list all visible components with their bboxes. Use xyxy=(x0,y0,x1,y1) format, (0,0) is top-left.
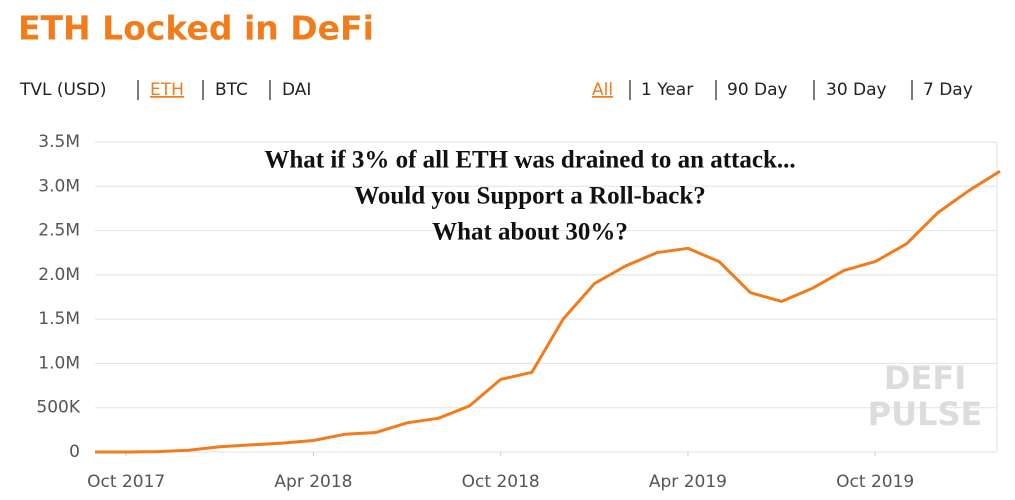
page-title: ETH Locked in DeFi xyxy=(18,9,374,48)
unit-tab[interactable]: DAI xyxy=(282,80,311,100)
y-tick-label: 2.5M xyxy=(38,221,80,241)
annotation: What if 3% of all ETH was drained to an … xyxy=(264,147,795,174)
x-tick-label: Apr 2019 xyxy=(649,472,727,492)
watermark: PULSE xyxy=(868,395,983,433)
x-tick-label: Oct 2017 xyxy=(87,472,165,492)
x-tick-label: Oct 2019 xyxy=(836,472,914,492)
unit-tab[interactable]: ETH xyxy=(150,80,184,100)
range-tab[interactable]: All xyxy=(592,80,613,100)
y-tick-label: 3.0M xyxy=(38,176,80,196)
x-tick-label: Oct 2018 xyxy=(462,472,540,492)
y-tick-label: 0 xyxy=(69,442,80,462)
y-tick-label: 3.5M xyxy=(38,132,80,152)
range-tab[interactable]: 7 Day xyxy=(923,80,973,100)
annotation: What about 30%? xyxy=(432,219,628,246)
y-tick-label: 2.0M xyxy=(38,265,80,285)
y-tick-label: 1.5M xyxy=(38,309,80,329)
range-tab[interactable]: 1 Year xyxy=(641,80,693,100)
range-tab[interactable]: 90 Day xyxy=(727,80,788,100)
watermark: DEFI xyxy=(884,359,966,397)
x-tick-label: Apr 2018 xyxy=(274,472,352,492)
line xyxy=(95,169,1001,454)
unit-tab[interactable]: TVL (USD) xyxy=(19,80,106,100)
y-tick-label: 1.0M xyxy=(38,353,80,373)
unit-tab[interactable]: BTC xyxy=(215,80,248,100)
range-tab[interactable]: 30 Day xyxy=(826,80,887,100)
annotation: Would you Support a Roll-back? xyxy=(354,183,706,210)
y-tick-label: 500K xyxy=(36,398,80,418)
